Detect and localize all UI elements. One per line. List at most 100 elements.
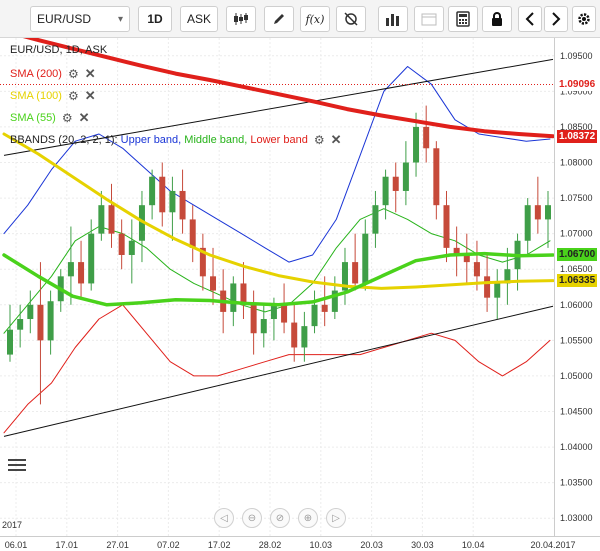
timeframe-selector[interactable]: 1D <box>138 6 172 32</box>
y-axis: 1.09500 1.09000 1.08500 1.08000 1.07500 1.070… <box>554 38 593 536</box>
x-tick-label: 28.02 <box>259 540 282 550</box>
scroll-left-button[interactable]: ◁ <box>214 508 234 528</box>
gear-icon[interactable]: ⚙ <box>61 111 73 125</box>
candle-body <box>108 205 115 234</box>
y-tick-label: 1.06500 <box>560 264 593 274</box>
candle-body <box>78 262 85 284</box>
zoom-in-icon: ⊕ <box>303 512 313 524</box>
lock-icon <box>492 12 502 26</box>
candle-body <box>545 205 551 220</box>
candlesticks <box>7 105 551 405</box>
lock-button[interactable] <box>482 6 512 32</box>
candle-body <box>413 126 420 163</box>
timeframe-label: 1D <box>147 12 163 26</box>
candle-body <box>88 233 95 284</box>
candle-body <box>169 190 176 213</box>
menu-icon[interactable] <box>8 458 26 472</box>
y-tick-label: 1.04000 <box>560 442 593 452</box>
candle-body <box>230 283 237 312</box>
close-icon[interactable]: ✕ <box>78 110 90 125</box>
candle-body <box>17 319 24 330</box>
y-tick-label: 1.09500 <box>560 51 593 61</box>
gear-icon <box>578 13 590 25</box>
price-type-selector[interactable]: ASK <box>180 6 218 32</box>
candle-body <box>341 262 348 291</box>
zoom-in-button[interactable]: ⊕ <box>298 508 318 528</box>
indicator-off-icon <box>344 12 358 26</box>
calendar-button[interactable] <box>414 6 444 32</box>
candle-body <box>47 301 54 341</box>
candle-body <box>210 276 217 291</box>
candle-body <box>311 304 318 327</box>
next-button[interactable] <box>544 6 568 32</box>
prev-button[interactable] <box>518 6 542 32</box>
zoom-out-button[interactable]: ⊖ <box>242 508 262 528</box>
candle-body <box>321 304 328 312</box>
symbol-label: EUR/USD <box>37 12 92 26</box>
x-axis: 06.01 17.01 27.01 07.02 17.02 28.02 10.03 20.03… <box>0 536 600 550</box>
calculator-button[interactable] <box>448 6 478 32</box>
x-tick-label: 17.01 <box>56 540 79 550</box>
candle-body <box>138 205 145 241</box>
channel-line <box>3 58 554 156</box>
price-tag: 1.06700 <box>557 248 598 262</box>
y-tick-label: 1.03000 <box>560 513 593 523</box>
x-tick-label: 27.01 <box>106 540 129 550</box>
y-tick-label: 1.04500 <box>560 407 593 417</box>
legend-item: SMA (100) ⚙ ✕ <box>10 88 96 104</box>
candle-body <box>463 254 470 263</box>
candle-body <box>118 233 125 255</box>
chart-grid <box>0 38 554 536</box>
y-tick-label: 1.08000 <box>560 158 593 168</box>
bars-button[interactable] <box>378 6 408 32</box>
prev-icon <box>525 12 534 26</box>
candles-button[interactable] <box>226 6 256 32</box>
candle-body <box>433 148 440 206</box>
gear-icon[interactable]: ⚙ <box>313 133 325 147</box>
function-button[interactable]: f(x) <box>300 6 330 32</box>
candle-body <box>179 190 186 220</box>
series-sma-55- <box>2 251 554 307</box>
candle-body <box>453 247 460 255</box>
candle-body <box>128 240 135 255</box>
moving-averages <box>2 38 554 307</box>
gear-icon[interactable]: ⚙ <box>67 89 79 103</box>
series-lower-band <box>3 304 551 434</box>
settings-button[interactable] <box>572 6 596 32</box>
candle-body <box>250 304 257 334</box>
candle-body <box>382 176 389 206</box>
indicator-off-button[interactable] <box>336 6 366 32</box>
candle-body <box>504 269 511 284</box>
y-tick-label: 1.09000 <box>560 86 593 96</box>
x-tick-label: 17.02 <box>208 540 231 550</box>
candle-body <box>281 304 288 323</box>
y-tick-label: 1.05000 <box>560 371 593 381</box>
scroll-right-button[interactable]: ▷ <box>326 508 346 528</box>
close-icon[interactable]: ✕ <box>84 66 96 81</box>
candle-body <box>494 283 501 298</box>
trend-channel <box>3 58 554 437</box>
candle-body <box>524 205 531 241</box>
bars-icon <box>386 14 399 26</box>
candle-body <box>67 262 74 277</box>
candle-body <box>27 304 34 320</box>
price-chart[interactable] <box>0 38 554 536</box>
candle-body <box>7 329 13 355</box>
draw-button[interactable] <box>264 6 294 32</box>
symbol-selector[interactable]: EUR/USD ▾ <box>30 6 130 32</box>
candle-body <box>534 205 541 220</box>
year-label: 2017 <box>2 520 23 530</box>
candle-body <box>98 205 105 234</box>
close-icon[interactable]: ✕ <box>330 132 342 147</box>
gear-icon[interactable]: ⚙ <box>67 67 79 81</box>
close-icon[interactable]: ✕ <box>84 88 96 103</box>
chevron-down-icon: ▾ <box>117 13 123 25</box>
pencil-icon <box>274 14 284 24</box>
arrow-left-icon: ◁ <box>220 512 228 524</box>
reset-zoom-button[interactable]: ⊘ <box>270 508 290 528</box>
candle-body <box>189 219 196 248</box>
candle-body <box>473 262 480 277</box>
chart-title: EUR/USD, 1D, ASK <box>10 44 108 56</box>
candle-body <box>484 276 491 298</box>
candle-body <box>402 162 409 191</box>
